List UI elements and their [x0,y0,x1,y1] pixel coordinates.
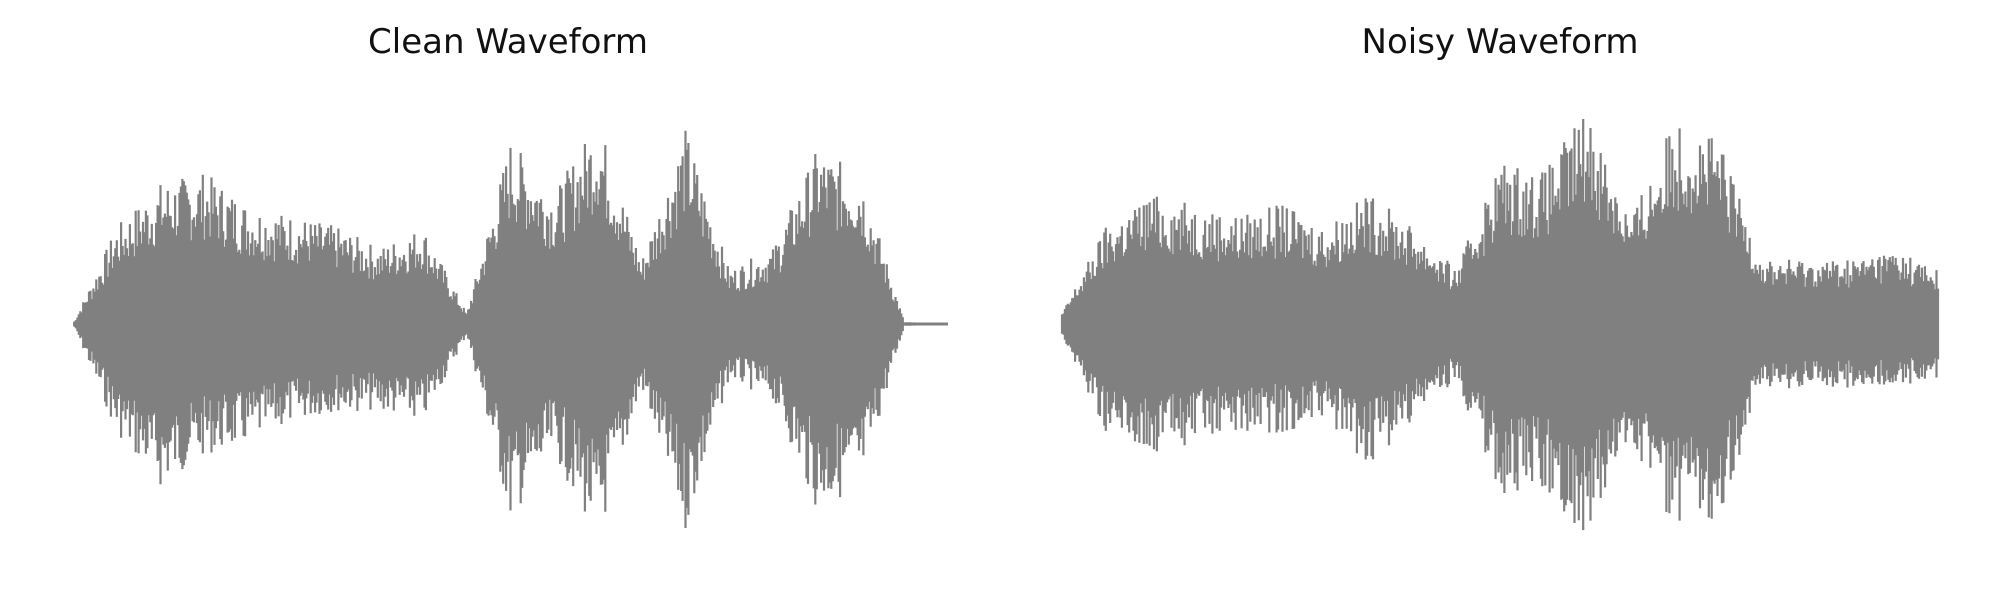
clean-waveform-title: Clean Waveform [368,22,648,62]
noisy-waveform-panel: Noisy Waveform [1000,0,2000,600]
clean-waveform-panel: Clean Waveform [73,22,948,528]
clean-waveform-plot [73,130,948,528]
noisy-waveform-plot [1060,119,1940,531]
waveform-signal [1060,119,1940,531]
noisy-waveform-title: Noisy Waveform [1361,22,1639,62]
waveform-signal [73,130,948,528]
